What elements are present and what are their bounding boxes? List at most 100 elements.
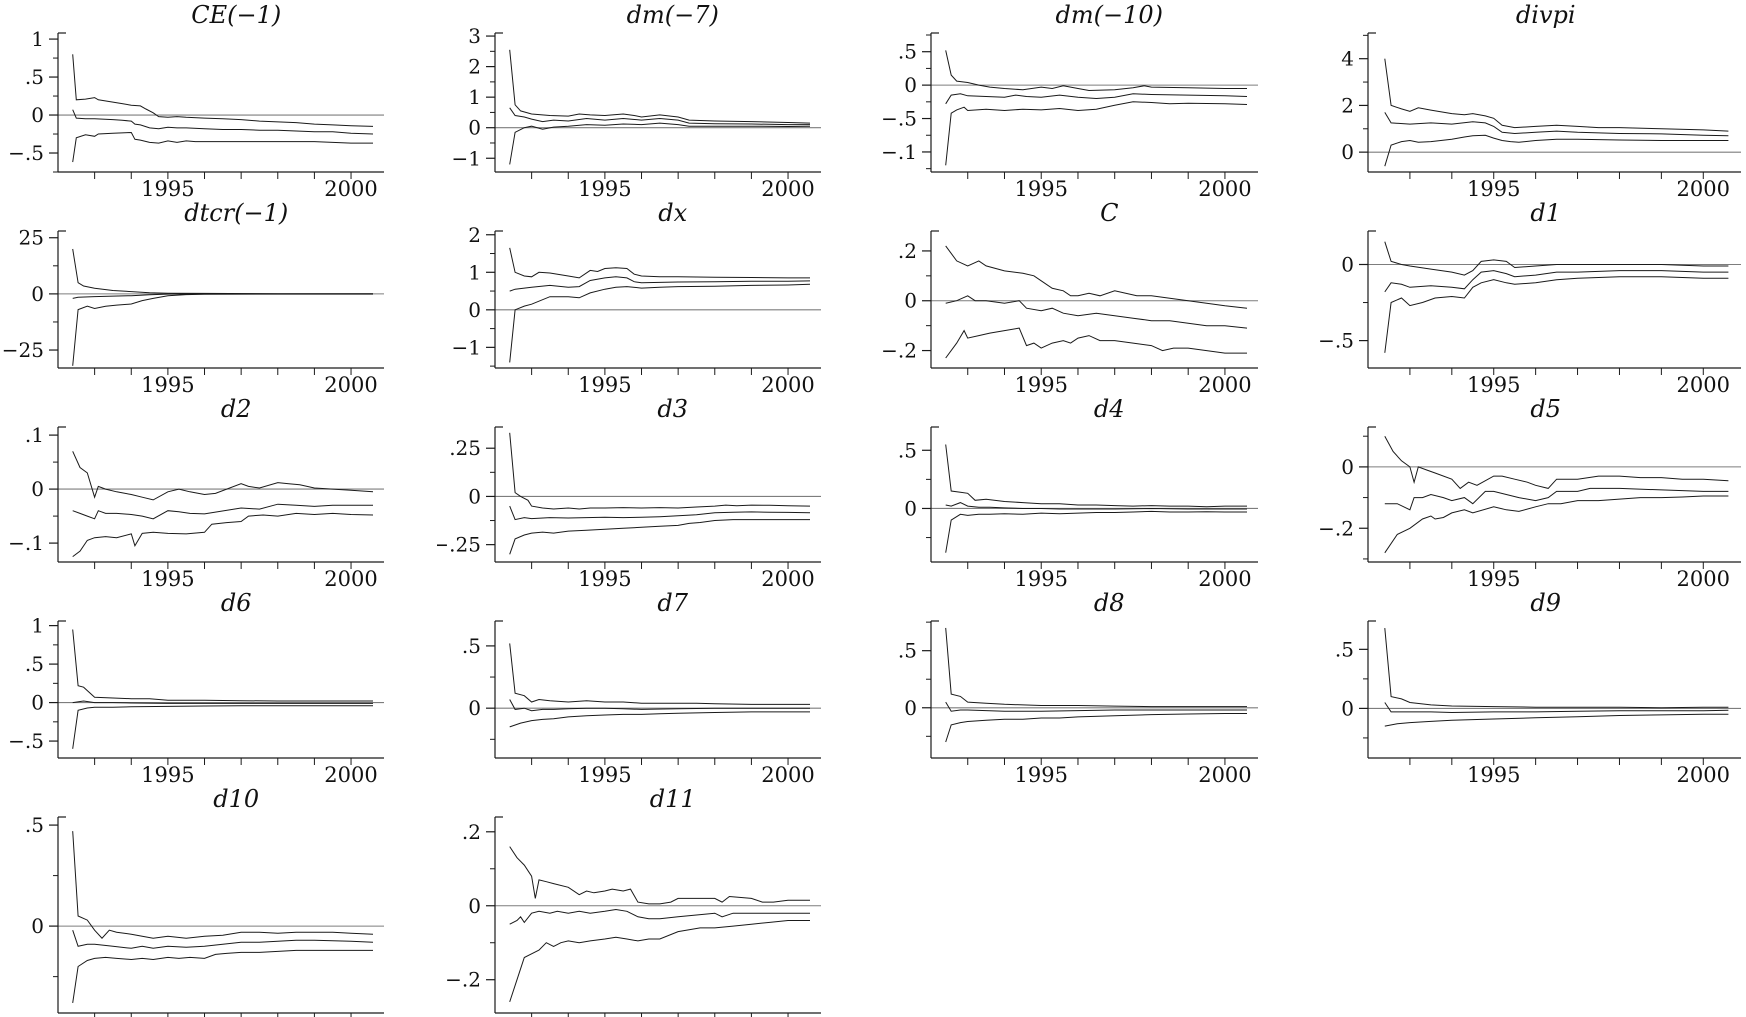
y-tick-label: 1	[31, 615, 44, 638]
y-tick-label: .25	[449, 436, 481, 460]
series-upper-band	[508, 49, 810, 124]
y-tick-label: 0	[904, 496, 917, 520]
y-tick-label: .5	[25, 813, 44, 837]
y-tick-label: 3	[468, 27, 481, 48]
series-lower-band	[1383, 495, 1728, 554]
y-tick-label: −.1	[8, 531, 44, 555]
chart-dx: 2 1 0 −1 1995 2000	[451, 225, 821, 394]
y-tick-label: 0	[1341, 140, 1354, 164]
y-tick-label: 0	[31, 691, 44, 715]
x-tick-label: 1995	[1014, 567, 1067, 588]
y-tick-label: −.5	[8, 729, 44, 753]
series-upper-band	[72, 831, 374, 939]
x-tick-label: 1995	[578, 567, 631, 588]
chart-d3: .25 0 −.25 1995 2000	[437, 426, 821, 588]
y-tick-label: 0	[31, 282, 44, 306]
series-estimate	[72, 109, 374, 135]
panel-title-d2: d2	[220, 395, 252, 423]
series-lower-band	[72, 949, 373, 1003]
x-tick-label: 2000	[1198, 567, 1251, 588]
series-estimate	[72, 700, 373, 704]
y-tick-label: 2	[1341, 93, 1354, 117]
x-tick-label: 1995	[1467, 763, 1520, 784]
x-tick-label: 1995	[1467, 177, 1520, 198]
panel-d8: d8 .5 0 1995 2000	[873, 588, 1310, 784]
x-tick-label: 1995	[578, 763, 631, 784]
series-estimate	[945, 502, 1247, 510]
series-lower-band	[945, 510, 1247, 553]
x-tick-label: 1995	[141, 567, 194, 588]
y-tick-label: 0	[904, 289, 917, 313]
y-tick-label: .5	[25, 652, 44, 676]
series-lower-band	[508, 122, 810, 165]
series-lower-band	[72, 512, 374, 558]
panel-title-d7: d7	[657, 589, 689, 617]
x-tick-label: 2000	[761, 763, 814, 784]
series-upper-band	[72, 451, 374, 501]
panel-d5: d5 0 −.2 1995 2000	[1310, 394, 1746, 588]
x-tick-label: 2000	[1676, 373, 1729, 394]
y-tick-label: 4	[1341, 47, 1354, 71]
y-tick-label: −.1	[881, 140, 917, 164]
panel-title-divpi: divpi	[1515, 1, 1576, 29]
series-estimate	[508, 505, 810, 521]
y-tick-label: 0	[468, 894, 481, 918]
y-tick-label: 2	[468, 225, 481, 247]
chart-dm-7: 3 2 1 0 −1 1995 2000	[451, 27, 821, 198]
series-upper-band	[72, 248, 373, 295]
y-tick-label: 0	[904, 696, 917, 720]
x-tick-label: 1995	[1014, 763, 1067, 784]
panel-title-d8: d8	[1093, 589, 1125, 617]
series-estimate	[72, 293, 373, 299]
panel-dm-10: dm(−10) .5 0 −.5 −.1 1995 2000	[873, 0, 1310, 198]
chart-d11: .2 0 −.2	[445, 816, 821, 1017]
panel-d3: d3 .25 0 −.25 1995 2000	[437, 394, 874, 588]
series-upper-band	[945, 50, 1247, 92]
chart-d10: .5 0	[25, 813, 384, 1017]
panel-d4: d4 .5 0 1995 2000	[873, 394, 1310, 588]
series-upper-band	[508, 643, 810, 705]
series-upper-band	[945, 245, 1248, 309]
chart-d2: .1 0 −.1 1995 2000	[8, 423, 384, 588]
series-lower-band	[1384, 713, 1728, 727]
x-tick-label: 2000	[761, 373, 814, 394]
panel-title-d11: d11	[649, 785, 696, 813]
panel-dx: dx 2 1 0 −1 1995 2000	[437, 198, 874, 394]
y-tick-label: .2	[461, 820, 480, 844]
y-tick-label: 25	[19, 226, 44, 250]
panel-title-d1: d1	[1530, 199, 1562, 227]
x-tick-label: 2000	[324, 373, 377, 394]
panel-d10: d10 .5 0	[0, 784, 437, 1017]
series-lower-band	[72, 293, 373, 366]
y-tick-label: 0	[468, 298, 481, 322]
y-tick-label: .1	[25, 423, 44, 447]
chart-dm-10: .5 0 −.5 −.1 1995 2000	[881, 32, 1258, 198]
panel-title-d4: d4	[1093, 395, 1125, 423]
y-tick-label: .5	[898, 40, 917, 64]
panel-d11: d11 .2 0 −.2	[437, 784, 874, 1017]
series-upper-band	[1383, 58, 1728, 132]
y-tick-label: 1	[468, 260, 481, 284]
y-tick-label: 0	[31, 103, 44, 127]
series-lower-band	[72, 131, 373, 163]
chart-d4: .5 0 1995 2000	[898, 426, 1258, 588]
series-upper-band	[1383, 435, 1728, 490]
y-tick-label: 0	[904, 73, 917, 97]
x-tick-label: 1995	[141, 373, 194, 394]
series-lower-band	[1383, 134, 1728, 167]
series-estimate	[1383, 270, 1728, 293]
y-tick-label: 0	[1341, 252, 1354, 276]
x-tick-label: 2000	[1676, 567, 1729, 588]
series-estimate	[1383, 702, 1728, 714]
y-tick-label: .5	[1334, 637, 1353, 661]
y-tick-label: 1	[31, 27, 44, 51]
panel-dtcr-1: dtcr(−1) 25 0 −25 1995 2000	[0, 198, 437, 394]
chart-d9: .5 0 1995 2000	[1334, 620, 1741, 784]
x-tick-label: 1995	[578, 177, 631, 198]
x-tick-label: 1995	[1467, 567, 1520, 588]
chart-d1: 0 −.5 1995 2000	[1318, 230, 1741, 394]
panel-d9: d9 .5 0 1995 2000	[1310, 588, 1746, 784]
x-tick-label: 2000	[761, 177, 814, 198]
panel-title-d3: d3	[657, 395, 689, 423]
x-tick-label: 2000	[1198, 373, 1251, 394]
